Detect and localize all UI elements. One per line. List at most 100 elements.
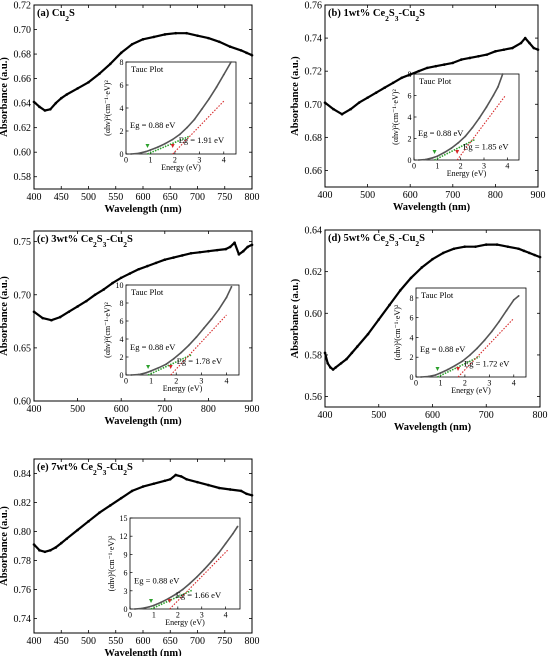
tauc-point xyxy=(417,159,420,161)
absorbance-point xyxy=(536,48,540,51)
absorbance-point xyxy=(246,245,249,249)
inset-title: Tauc Plot xyxy=(131,287,164,297)
absorbance-point xyxy=(409,276,413,280)
tauc-point xyxy=(222,73,225,76)
tauc-point xyxy=(505,309,508,312)
absorbance-point xyxy=(391,81,395,85)
absorbance-point xyxy=(511,46,514,50)
tauc-point xyxy=(215,86,218,89)
inset-x-tick-label: 3 xyxy=(200,611,204,620)
plot-frame xyxy=(324,4,539,188)
tauc-point xyxy=(464,135,467,138)
inset-y-tick-label: 0 xyxy=(120,371,124,380)
absorbance-point xyxy=(180,254,184,257)
panel-title-part: S xyxy=(127,462,133,473)
absorbance-point xyxy=(207,483,210,487)
x-tick-label: 450 xyxy=(54,636,69,647)
absorbance-point xyxy=(332,107,335,111)
absorbance-point xyxy=(366,332,370,336)
tauc-point xyxy=(196,575,198,578)
absorbance-point xyxy=(119,496,123,500)
y-tick-label: 0.64 xyxy=(305,226,323,237)
tauc-point xyxy=(446,368,449,371)
absorbance-point xyxy=(533,253,536,257)
tauc-point xyxy=(187,344,190,347)
x-tick-label: 600 xyxy=(403,190,418,201)
absorbance-point xyxy=(237,253,241,256)
tauc-point xyxy=(174,593,177,596)
inset-x-tick-label: 4 xyxy=(224,377,228,386)
tauc-point xyxy=(478,117,481,119)
tauc-point xyxy=(501,73,504,75)
tauc-inset: 0 1 2 3 4 0 2 4 6 8 Energy (eV) (αhν)²(cm⁻¹·eV)² Tau… xyxy=(391,70,520,178)
inset-x-tick-label: 4 xyxy=(224,611,228,620)
absorbance-point xyxy=(495,243,499,246)
tauc-point xyxy=(450,147,453,150)
inset-x-tick-label: 3 xyxy=(199,377,203,386)
panel-title-part: (d) 5wt% Ce xyxy=(328,233,385,244)
absorbance-point xyxy=(228,488,232,491)
absorbance-point xyxy=(441,251,445,255)
chart-panel-e: 400 450 500 550 600 650 700 750 8000.740.760.780… xyxy=(0,458,260,656)
absorbance-point xyxy=(323,351,327,355)
tauc-point xyxy=(230,285,233,288)
tauc-point xyxy=(181,588,184,591)
y-tick-label: 0.70 xyxy=(14,290,32,301)
tauc-point xyxy=(231,532,234,535)
absorbance-point xyxy=(400,76,403,80)
eg1-label: Eg = 0.88 eV xyxy=(420,344,466,354)
absorbance-point xyxy=(323,101,327,104)
absorbance-point xyxy=(50,318,53,322)
y-tick-label: 0.84 xyxy=(14,469,32,480)
x-tick-label: 500 xyxy=(81,192,96,203)
inset-x-tick-label: 3 xyxy=(482,162,486,171)
x-tick-label: 600 xyxy=(136,636,151,647)
y-tick-label: 0.76 xyxy=(305,1,323,12)
absorbance-point xyxy=(502,48,506,51)
inset-title: Tauc Plot xyxy=(419,76,452,86)
tauc-point xyxy=(172,357,175,360)
absorbance-point xyxy=(137,267,140,271)
tauc-point xyxy=(149,149,152,151)
x-tick-label: 900 xyxy=(531,190,546,201)
inset-y-tick-label: 0 xyxy=(120,150,124,159)
absorbance-point xyxy=(349,107,352,111)
tauc-fit-line-low xyxy=(437,355,480,378)
tauc-point xyxy=(434,374,437,376)
absorbance-point xyxy=(218,40,221,44)
eg2-label: Eg = 1.72 eV xyxy=(464,358,510,368)
eg2-arrow-icon xyxy=(170,144,175,148)
panel-title: (c) 3wt% Ce2S3-Cu2S xyxy=(37,234,133,249)
absorbance-point xyxy=(463,245,467,248)
panel-title-part: (e) 7wt% Ce xyxy=(37,462,93,473)
absorbance-point xyxy=(366,96,369,99)
absorbance-point xyxy=(185,478,188,481)
inset-x-tick-label: 0 xyxy=(128,611,132,620)
tauc-point xyxy=(195,336,198,339)
tauc-inset: 0 1 2 3 4 0 2 4 6 8 Energy (eV) (αhν)²(cm⁻¹·eV)² Tau… xyxy=(103,58,237,172)
eg2-arrow-icon xyxy=(168,365,173,369)
absorbance-point xyxy=(85,299,88,303)
absorbance-point xyxy=(228,245,232,249)
x-tick-label: 700 xyxy=(479,410,494,421)
y-tick-label: 0.76 xyxy=(14,585,32,596)
tauc-point xyxy=(224,542,227,545)
tauc-fit-line-low xyxy=(434,138,476,161)
panel-title-part: -Cu xyxy=(106,234,123,245)
eg1-label: Eg = 0.88 eV xyxy=(134,576,180,586)
absorbance-point xyxy=(65,93,68,96)
absorbance-point xyxy=(141,38,145,41)
y-tick-label: 0.66 xyxy=(14,74,32,85)
inset-y-tick-label: 0 xyxy=(408,156,412,165)
absorbance-point xyxy=(388,303,391,307)
eg1-arrow-icon xyxy=(146,365,151,369)
absorbance-point xyxy=(374,91,378,94)
inset-y-tick-label: 12 xyxy=(120,532,128,541)
absorbance-point xyxy=(417,69,421,73)
absorbance-point xyxy=(420,266,424,269)
tauc-point xyxy=(512,298,515,301)
tauc-point xyxy=(137,152,140,155)
inset-x-tick-label: 2 xyxy=(174,377,178,386)
inset-x-axis-label: Energy (eV) xyxy=(451,386,491,395)
